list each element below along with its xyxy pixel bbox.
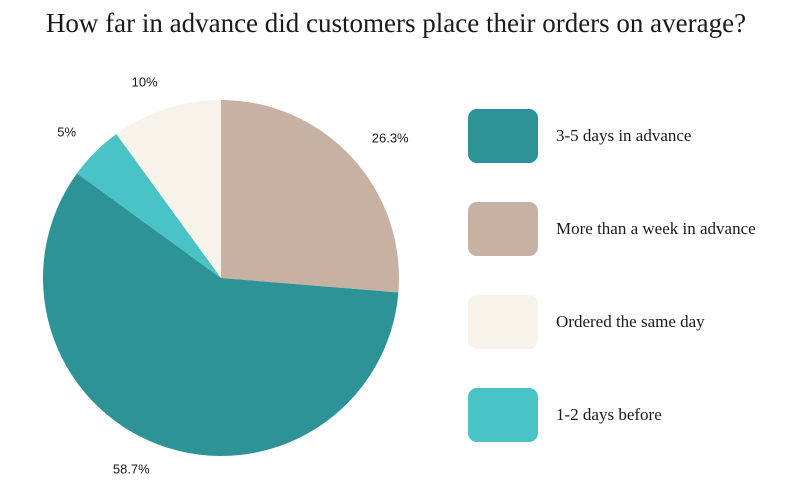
legend-swatch (468, 202, 538, 256)
legend-item-3-5-days: 3-5 days in advance (468, 109, 788, 163)
pie-slice-3-5-days-in-advance (42, 173, 399, 457)
pie-slice-more-than-a-week-in-advance (221, 100, 399, 293)
legend-item-same-day: Ordered the same day (468, 295, 788, 349)
legend-swatch (468, 295, 538, 349)
legend-label: 1-2 days before (556, 405, 662, 424)
pie-slice-ordered-the-same-day (116, 100, 221, 278)
pie-chart: 26.3% 58.7% 5% 10% (42, 74, 409, 477)
chart-title: How far in advance did customers place t… (45, 8, 747, 38)
slice-data-label: 10% (132, 74, 158, 89)
legend-item-more-than-a-week: More than a week in advance (468, 202, 788, 256)
slice-data-label: 26.3% (372, 131, 409, 146)
legend-label: 3-5 days in advance (556, 126, 692, 145)
slice-data-label: 58.7% (113, 462, 150, 477)
pie-slice-1-2-days-before (76, 133, 222, 278)
legend-item-1-2-days: 1-2 days before (468, 388, 788, 442)
legend-swatch (468, 388, 538, 442)
legend-label: Ordered the same day (556, 312, 705, 331)
legend-swatch (468, 109, 538, 163)
slice-data-label: 5% (57, 124, 76, 139)
legend-label: More than a week in advance (556, 219, 756, 238)
